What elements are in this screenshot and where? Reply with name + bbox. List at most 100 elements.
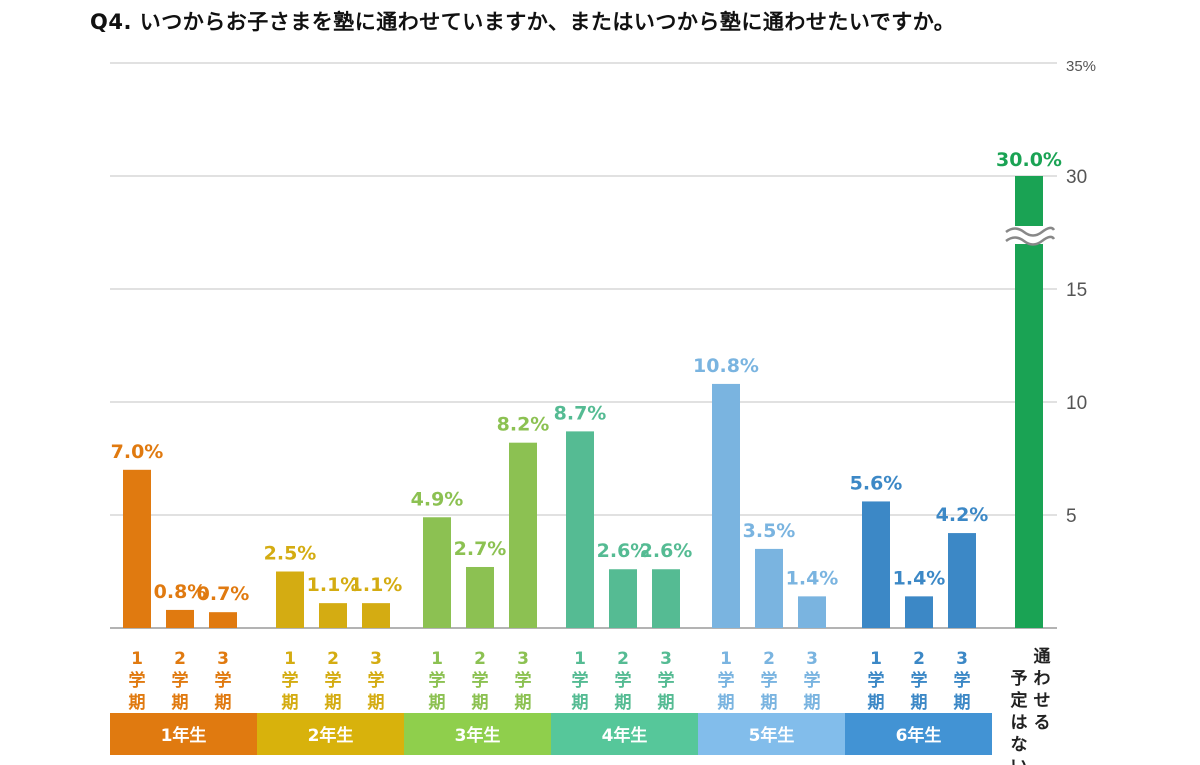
data-label: 1.4% <box>786 567 839 589</box>
grade-band <box>257 713 404 755</box>
x-tick-label: 期 <box>804 693 821 713</box>
x-tick-label: な <box>1011 735 1028 755</box>
data-label: 4.2% <box>936 504 989 526</box>
data-label: 5.6% <box>850 472 903 494</box>
x-tick-label: 期 <box>515 693 532 713</box>
x-tick-label: 1 <box>284 649 296 669</box>
bar <box>1015 176 1043 628</box>
data-label: 4.9% <box>411 488 464 510</box>
x-tick-label: 1 <box>870 649 882 669</box>
x-tick-label: る <box>1034 713 1051 733</box>
x-tick-label: 期 <box>718 693 735 713</box>
x-tick-label: 学 <box>615 670 632 691</box>
bar <box>423 517 451 628</box>
axis-break-mark <box>1005 235 1056 246</box>
x-tick-label: 2 <box>617 649 629 669</box>
x-tick-label: 学 <box>429 670 446 691</box>
x-tick-label: 期 <box>868 693 885 713</box>
x-tick-label: 3 <box>517 649 529 669</box>
x-tick-label: 3 <box>660 649 672 669</box>
x-tick-label: 期 <box>368 693 385 713</box>
grade-label: 5年生 <box>749 725 795 746</box>
grade-band <box>845 713 992 755</box>
x-tick-label: 1 <box>574 649 586 669</box>
x-tick-label: 期 <box>129 693 146 713</box>
bar <box>466 566 494 628</box>
x-tick-label: 1 <box>131 649 143 669</box>
bar <box>712 383 740 628</box>
x-tick-label: 期 <box>615 693 632 713</box>
data-label: 10.8% <box>693 355 759 377</box>
data-label: 7.0% <box>111 441 164 463</box>
data-label: 2.7% <box>454 538 507 560</box>
y-tick-label: 5 <box>1066 506 1077 527</box>
x-tick-label: 2 <box>913 649 925 669</box>
bar <box>609 569 637 628</box>
x-tick-label: 期 <box>215 693 232 713</box>
bar <box>362 603 390 628</box>
x-tick-label: 3 <box>370 649 382 669</box>
x-tick-label: 期 <box>429 693 446 713</box>
bar <box>905 596 933 628</box>
x-tick-label: 学 <box>761 670 778 691</box>
bar <box>862 501 890 628</box>
x-tick-label: 学 <box>658 670 675 691</box>
x-tick-label: 2 <box>474 649 486 669</box>
x-tick-label: 学 <box>472 670 489 691</box>
data-label: 8.7% <box>554 402 607 424</box>
x-tick-label: 期 <box>282 693 299 713</box>
bar <box>319 603 347 628</box>
x-tick-label: 期 <box>325 693 342 713</box>
data-label: 0.7% <box>197 583 250 605</box>
x-tick-label: 3 <box>217 649 229 669</box>
bar <box>652 569 680 628</box>
x-tick-label: 学 <box>129 670 146 691</box>
grade-label: 4年生 <box>602 725 648 746</box>
x-tick-label: 期 <box>954 693 971 713</box>
data-label: 30.0% <box>996 149 1062 171</box>
bar <box>948 533 976 628</box>
y-tick-label: 15 <box>1066 280 1087 301</box>
x-tick-label: 期 <box>472 693 489 713</box>
bar <box>209 612 237 628</box>
x-tick-label: 学 <box>804 670 821 691</box>
x-tick-label: 学 <box>368 670 385 691</box>
data-label: 1.4% <box>893 567 946 589</box>
y-tick-label: 10 <box>1066 393 1087 414</box>
x-tick-label: 学 <box>282 670 299 691</box>
x-tick-label: 予 <box>1011 669 1028 689</box>
grade-band <box>698 713 845 755</box>
x-tick-label: 期 <box>572 693 589 713</box>
data-label: 8.2% <box>497 414 550 436</box>
data-label: 3.5% <box>743 520 796 542</box>
x-tick-label: 1 <box>720 649 732 669</box>
x-tick-label: 学 <box>718 670 735 691</box>
x-tick-label: 2 <box>327 649 339 669</box>
data-label: 1.1% <box>350 574 403 596</box>
axis-break-mark <box>1005 226 1056 237</box>
grade-label: 6年生 <box>896 725 942 746</box>
x-tick-label: 2 <box>763 649 775 669</box>
x-tick-label: 定 <box>1011 690 1028 711</box>
grade-label: 3年生 <box>455 725 501 746</box>
x-tick-label: 期 <box>761 693 778 713</box>
x-tick-label: 期 <box>911 693 928 713</box>
grade-band <box>110 713 257 755</box>
grade-label: 2年生 <box>308 725 354 746</box>
x-tick-label: 3 <box>806 649 818 669</box>
x-tick-label: 期 <box>172 693 189 713</box>
x-tick-label: 通 <box>1034 647 1051 667</box>
x-tick-label: 学 <box>515 670 532 691</box>
bar <box>509 442 537 628</box>
x-tick-label: わ <box>1034 669 1051 689</box>
bar <box>166 609 194 628</box>
x-tick-label: 学 <box>172 670 189 691</box>
x-tick-label: 学 <box>572 670 589 691</box>
y-tick-label: 35% <box>1066 58 1096 75</box>
x-tick-label: 学 <box>911 670 928 691</box>
x-tick-label: 学 <box>215 670 232 691</box>
bar <box>798 596 826 628</box>
x-tick-label: 学 <box>954 670 971 691</box>
x-tick-label: は <box>1011 713 1028 733</box>
